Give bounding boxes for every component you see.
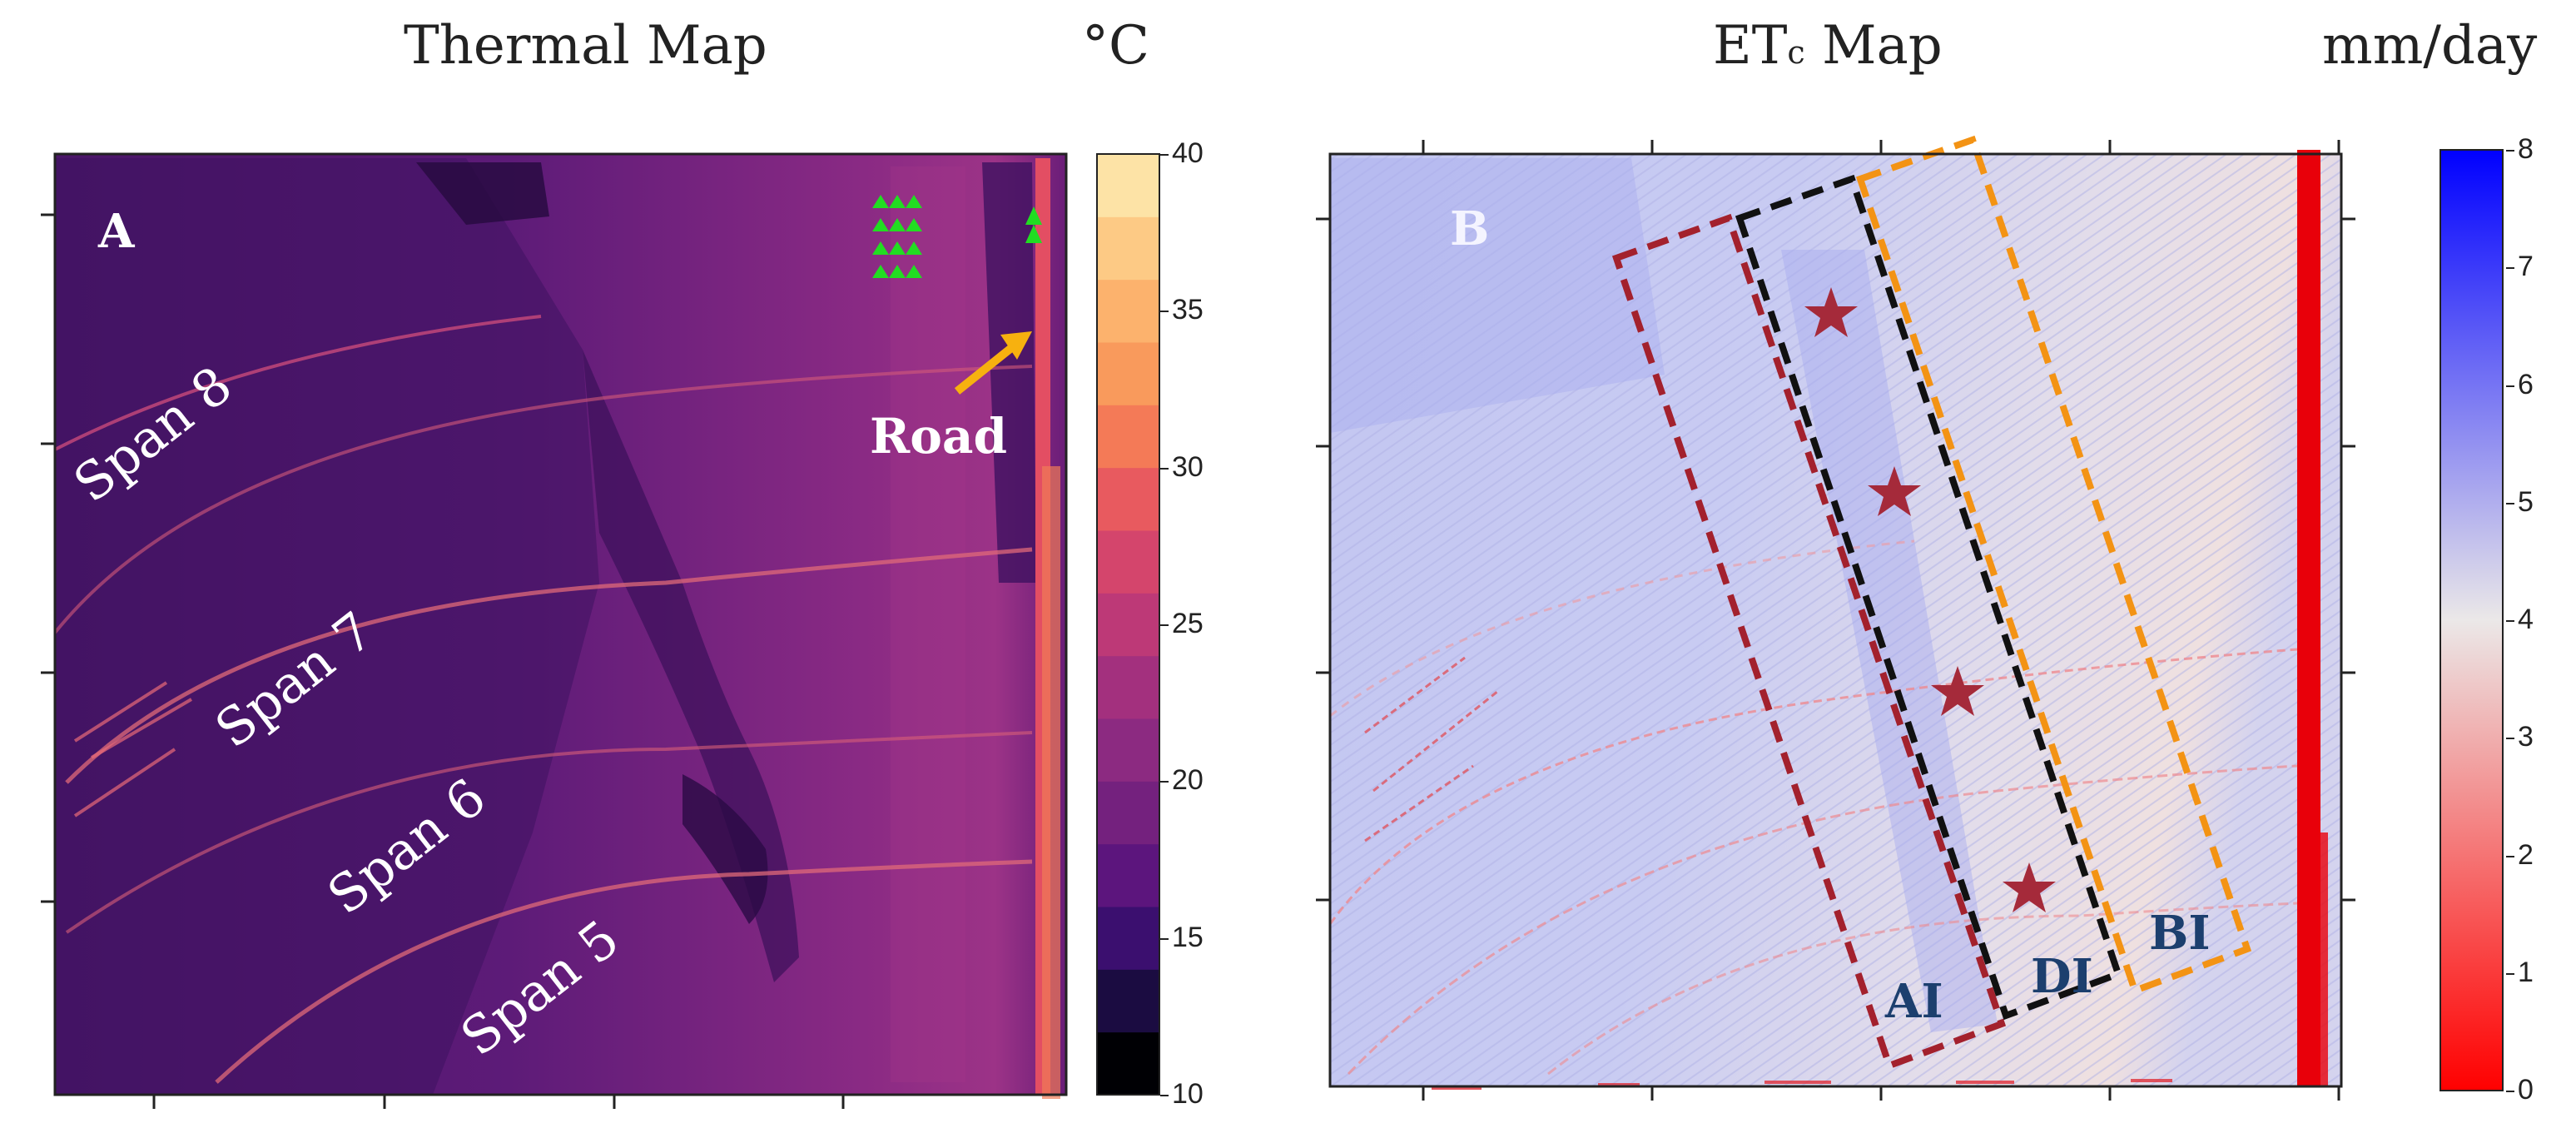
thermal-colorbar-band — [1097, 593, 1159, 657]
thermal-tick-mark — [1160, 467, 1169, 470]
thermal-tick-label: 10 — [1172, 1078, 1204, 1110]
thermal-colorbar-band — [1097, 655, 1159, 719]
zone-label-bi: BI — [2149, 906, 2211, 961]
etc-tick-label: 0 — [2518, 1074, 2534, 1106]
etc-tick-label: 8 — [2518, 133, 2534, 165]
star-icon — [1868, 466, 1921, 516]
star-markers — [1804, 287, 2056, 912]
etc-tick-label: 3 — [2518, 721, 2534, 753]
thermal-colorbar-band — [1097, 342, 1159, 405]
etc-tick-mark — [2506, 150, 2514, 152]
etc-tick-mark — [2506, 1091, 2514, 1092]
panel-a-letter: A — [98, 204, 135, 259]
thermal-tick-mark — [1160, 1095, 1169, 1096]
etc-tick-mark — [2506, 972, 2514, 975]
etc-colorbar — [2440, 149, 2504, 1091]
thermal-colorbar-band — [1097, 907, 1159, 970]
etc-tick-mark — [2506, 267, 2514, 270]
thermal-colorbar-band — [1097, 781, 1159, 845]
thermal-tick-mark — [1160, 624, 1169, 626]
thermal-units: °C — [1082, 15, 1149, 77]
thermal-tick-mark — [1160, 311, 1169, 313]
thermal-colorbar-band — [1097, 530, 1159, 594]
thermal-axis-ticks — [41, 213, 845, 1109]
zone-label-ai: AI — [1885, 974, 1943, 1029]
etc-title-rest: Map — [1804, 15, 1943, 77]
thermal-tick-label: 15 — [1172, 921, 1204, 953]
etc-tick-label: 4 — [2518, 604, 2534, 635]
etc-tick-mark — [2506, 738, 2514, 740]
etc-axis-ticks — [1316, 140, 2355, 1101]
etc-tick-label: 2 — [2518, 838, 2534, 871]
etc-tick-mark — [2506, 855, 2514, 857]
thermal-tick-mark — [1160, 937, 1169, 940]
etc-units: mm/day — [2322, 15, 2538, 77]
star-icon — [1931, 666, 1984, 716]
etc-tick-mark — [2506, 502, 2514, 504]
thermal-tick-mark — [1160, 781, 1169, 783]
etc-map-image — [1328, 150, 2341, 1090]
thermal-colorbar — [1097, 154, 1159, 1096]
thermal-colorbar-band — [1097, 969, 1159, 1033]
thermal-colorbar-band — [1097, 405, 1159, 469]
zone-ai-outline — [1611, 213, 2007, 1071]
etc-map-frame — [1328, 152, 2343, 1088]
etc-tick-mark — [2506, 620, 2514, 622]
thermal-colorbar-band — [1097, 718, 1159, 782]
zone-label-di: DI — [2031, 949, 2093, 1004]
etc-tick-label: 7 — [2518, 251, 2534, 283]
panel-b-letter: B — [1450, 201, 1490, 256]
thermal-tick-label: 25 — [1172, 608, 1204, 639]
thermal-map-image — [53, 154, 1066, 1099]
thermal-colorbar-band — [1097, 467, 1159, 531]
thermal-tick-label: 40 — [1172, 137, 1204, 169]
etc-tick-label: 1 — [2518, 956, 2534, 988]
thermal-tick-label: 20 — [1172, 764, 1204, 797]
star-icon — [1804, 287, 1858, 337]
thermal-colorbar-frame — [1096, 153, 1160, 1096]
thermal-colorbar-band — [1097, 216, 1159, 281]
etc-map-title: ETc Map — [1713, 15, 1943, 77]
thermal-tick-label: 30 — [1172, 450, 1204, 483]
thermal-colorbar-band — [1097, 843, 1159, 907]
etc-tick-label: 5 — [2518, 485, 2534, 518]
thermal-tick-mark — [1160, 154, 1169, 156]
road-label: Road — [870, 408, 1008, 465]
etc-tick-mark — [2506, 385, 2514, 387]
thermal-tick-label: 35 — [1172, 294, 1204, 326]
green-triangle-markers — [872, 195, 1042, 278]
etc-tick-label: 6 — [2518, 368, 2534, 400]
thermal-map-frame — [53, 152, 1068, 1096]
etc-title-sub: c — [1787, 34, 1805, 71]
star-icon — [2003, 862, 2056, 912]
road-arrow-icon — [954, 331, 1032, 395]
etc-title-main: ET — [1713, 15, 1788, 77]
thermal-colorbar-band — [1097, 1031, 1159, 1096]
thermal-colorbar-band — [1097, 279, 1159, 343]
zone-di-outline — [1735, 174, 2123, 1021]
thermal-map-title: Thermal Map — [404, 15, 767, 77]
thermal-colorbar-band — [1097, 154, 1159, 217]
